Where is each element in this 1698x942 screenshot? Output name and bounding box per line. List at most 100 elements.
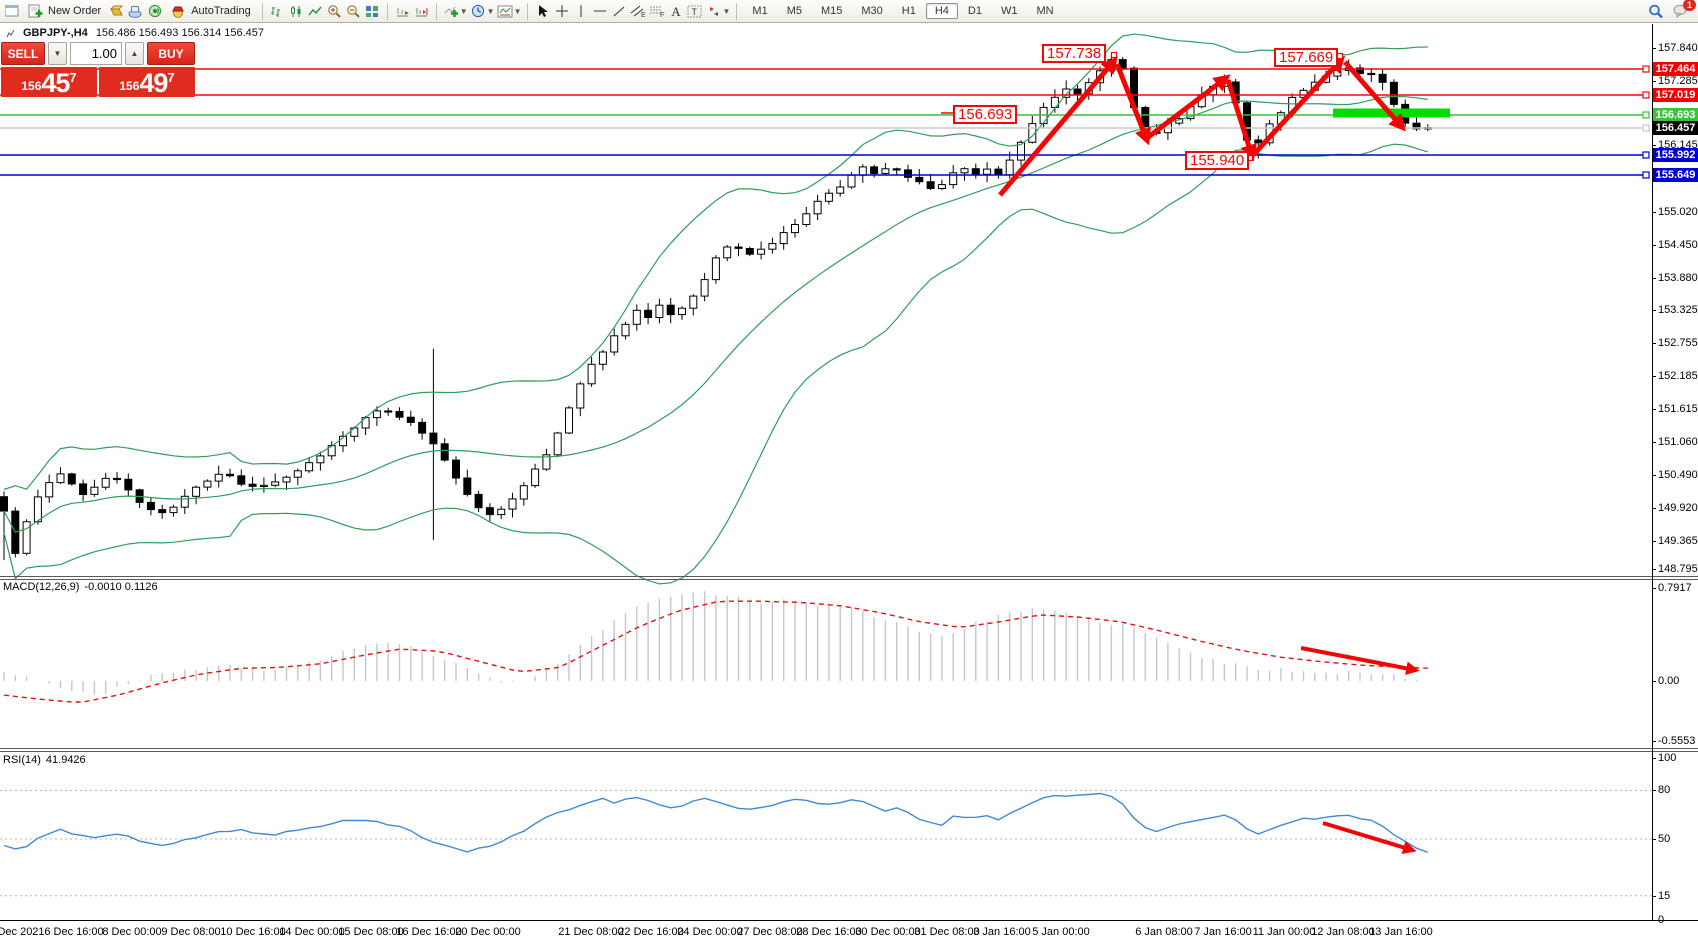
line-chart-icon[interactable] [307,3,324,20]
timeframe-button[interactable]: W1 [1000,5,1018,17]
templates-icon[interactable] [497,3,514,20]
rsi-tick-label: 80 [1651,784,1671,796]
vertical-line-icon[interactable] [572,3,589,20]
date-tick-label: 21 Dec 08:00 [558,926,624,938]
cursor-icon[interactable] [534,3,551,20]
rsi-values: 41.9426 [45,754,86,766]
auto-scroll-icon[interactable] [394,3,411,20]
fibonacci-icon[interactable]: F [648,3,665,20]
arrows-shapes-caret[interactable]: ▼ [722,6,731,16]
date-tick-label: 27 Dec 08:00 [737,926,803,938]
symbol-ohlc: 156.486 156.493 156.314 156.457 [95,27,265,39]
periods-caret[interactable]: ▼ [486,6,495,16]
signals-icon[interactable] [146,3,163,20]
new-order-icon [27,3,44,20]
price-tick-label: 151.060 [1652,436,1698,448]
sell-price-display[interactable]: 156 45 7 [1,67,97,97]
timeframe-button[interactable]: M30 [861,5,883,17]
price-annotation-label[interactable]: 157.669 [1274,48,1339,67]
date-tick-label: 10 Dec 16:00 [220,926,286,938]
price-tick-label: 155.020 [1652,206,1698,218]
label-icon[interactable]: T [686,3,703,20]
date-tick-label: 11 Jan 00:00 [1252,926,1316,938]
sell-button[interactable]: SELL [1,42,45,65]
price-tick-label: 152.755 [1652,337,1698,349]
timeframe-button[interactable]: MN [1036,5,1054,17]
price-level-chip: 156.693 [1653,108,1698,122]
sell-price-sup: 7 [69,70,77,85]
price-tick-label: 151.615 [1652,403,1698,415]
community-icon[interactable] [127,3,144,20]
price-tick-label: 157.840 [1652,42,1698,54]
volume-input[interactable] [70,42,122,65]
trend-arrows[interactable] [941,51,1406,197]
date-tick-label: Dec 2021 [0,926,45,938]
toolbar-separator [527,2,529,20]
date-tick-label: 5 Jan 00:00 [1032,926,1090,938]
price-annotation-label[interactable]: 155.940 [1185,151,1250,170]
new-order-button[interactable]: New Order [22,1,106,22]
date-tick-label: 13 Jan 16:00 [1369,926,1433,938]
deposit-icon[interactable] [108,3,125,20]
templates-caret[interactable]: ▼ [513,6,522,16]
toolbar-separator [435,2,437,20]
bar-chart-icon[interactable] [269,3,286,20]
macd-tick-label: 0.00 [1651,675,1680,687]
search-icon[interactable] [1647,3,1664,20]
toolbar-right: 1 [1647,0,1696,20]
candlestick-icon[interactable] [288,3,305,20]
autotrading-button[interactable]: AutoTrading [165,1,256,22]
price-annotation-label[interactable]: 157.738 [1042,44,1107,63]
price-tick-label: 154.450 [1652,239,1698,251]
buy-price-display[interactable]: 156 49 7 [99,67,195,97]
rsi-tick-label: 15 [1651,890,1671,902]
macd-series [3,591,1429,703]
toolbar-separator [261,2,263,20]
crosshair-icon[interactable] [553,3,570,20]
macd-pane-label: MACD(12,26,9) -0.0010 0.1126 [3,581,158,593]
price-level-chip: 155.649 [1653,168,1698,182]
notification-badge: 1 [1682,0,1696,11]
channel-icon[interactable]: E [629,3,646,20]
date-tick-label: 22 Dec 16:00 [618,926,684,938]
buy-button[interactable]: BUY [147,42,195,65]
rsi-tick-label: 100 [1651,752,1677,764]
zoom-in-icon[interactable] [326,3,343,20]
zoom-out-icon[interactable] [345,3,362,20]
timeframe-button[interactable]: M5 [786,5,802,17]
indicators-caret[interactable]: ▼ [459,6,468,16]
timeframe-group: M1 M5 M15 M30 H1 H4 D1 W1 MN [743,3,1062,19]
tile-windows-icon[interactable] [364,3,381,20]
timeframe-button[interactable]: M15 [820,5,843,17]
price-annotation-label[interactable]: 156.693 [953,105,1018,124]
volume-increase-button[interactable]: ▲ [125,42,144,65]
indicators-icon[interactable] [443,3,460,20]
trade-controls-row: SELL ▼ ▲ BUY [1,42,195,65]
charts-window-icon[interactable] [3,3,20,20]
timeframe-button[interactable]: H4 [925,3,958,19]
rsi-tick-label: 50 [1651,833,1671,845]
pane-frame [0,24,1698,921]
arrows-shapes-icon[interactable] [705,3,722,20]
macd-tick-label: 0.7917 [1652,582,1692,594]
periods-icon[interactable] [470,3,487,20]
trendline-icon[interactable] [610,3,627,20]
bollinger-bands [3,33,1428,585]
date-tick-label: 28 Dec 16:00 [796,926,862,938]
horizontal-line-icon[interactable] [591,3,608,20]
price-tick-label: 148.795 [1652,563,1698,575]
timeframe-button[interactable]: H1 [901,5,916,17]
chart-shift-icon[interactable] [413,3,430,20]
timeframe-button[interactable]: D1 [967,5,982,17]
autotrading-icon [170,3,187,20]
toolbar-separator [386,2,388,20]
volume-decrease-button[interactable]: ▼ [48,42,67,65]
chat-icon[interactable]: 1 [1672,0,1696,20]
price-tick-label: 157.285 [1652,75,1698,87]
text-icon[interactable]: A [671,3,681,19]
timeframe-button[interactable]: M1 [752,5,768,17]
sell-price-big: 45 [41,68,70,98]
